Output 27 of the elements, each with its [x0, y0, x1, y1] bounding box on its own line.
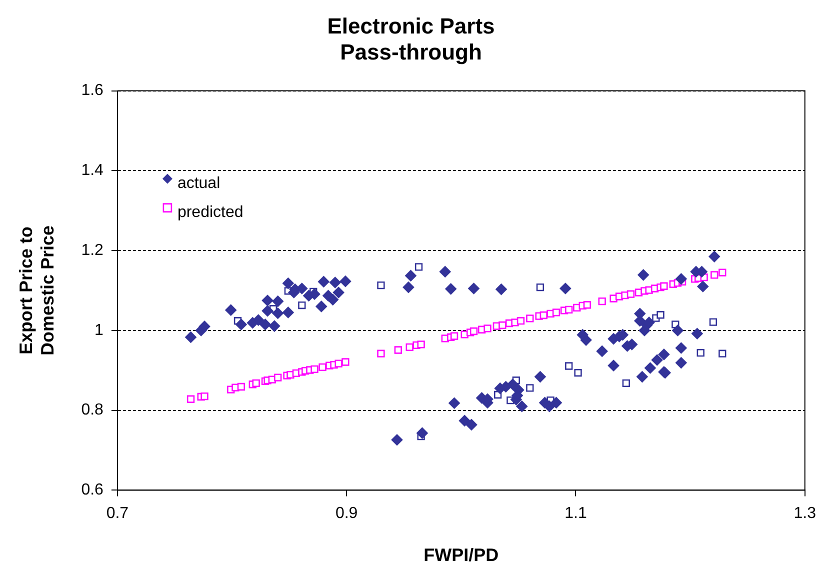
- point: [536, 283, 544, 292]
- x-tick-label: 1.1: [564, 505, 587, 522]
- x-tick-label: 0.7: [106, 505, 129, 522]
- y-tick-label: 1.4: [81, 162, 104, 180]
- legend-label: actual: [177, 175, 220, 192]
- y-tick-label: 0.8: [81, 402, 104, 419]
- x-tick-label: 1.3: [794, 505, 816, 522]
- legend-label: predicted: [177, 204, 244, 222]
- y-axis-title: Export Price to Domestic Price: [16, 225, 58, 356]
- point: [696, 348, 704, 357]
- y-tick-label: 1.2: [81, 242, 104, 259]
- point: [414, 263, 423, 271]
- point: [622, 379, 630, 387]
- point: [526, 384, 534, 392]
- y-tick-label: 0.6: [81, 482, 104, 499]
- x-axis-title: FWPI/PD: [424, 545, 499, 566]
- point: [565, 362, 573, 370]
- y-tick-label: 1: [94, 322, 104, 339]
- point: [656, 311, 664, 319]
- x-tick-label: 0.9: [335, 505, 358, 522]
- point: [298, 301, 306, 310]
- chart-title: Electronic Parts Pass-through: [327, 13, 495, 65]
- point: [377, 281, 385, 290]
- point: [718, 350, 726, 358]
- point: [709, 318, 718, 326]
- point: [574, 368, 582, 377]
- y-tick-label: 1.6: [81, 82, 104, 100]
